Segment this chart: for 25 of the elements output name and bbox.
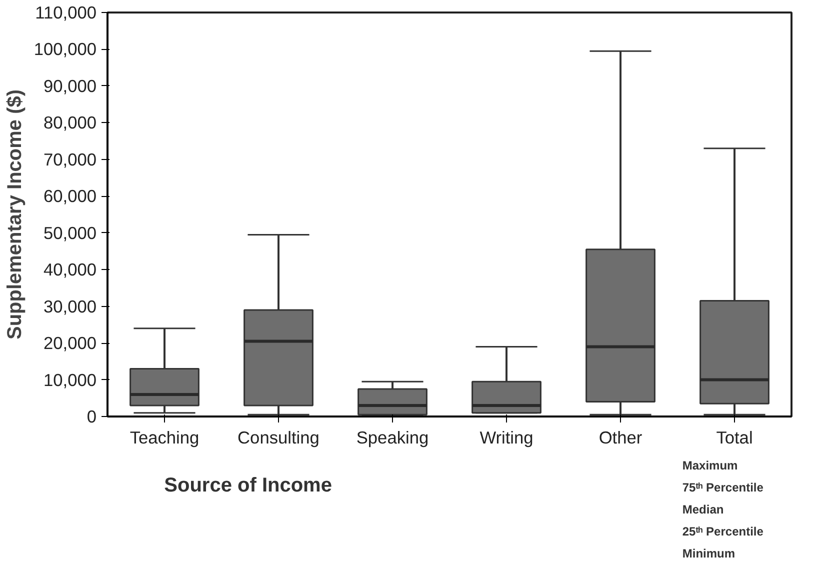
y-tick-label: 30,000 xyxy=(44,296,96,316)
x-axis-title: Source of Income xyxy=(164,474,332,496)
text: Median xyxy=(682,502,724,516)
y-tick-label: 100,000 xyxy=(34,39,97,60)
y-tick-label: 40,000 xyxy=(44,260,96,280)
text: 75ᵗʰ Percentile xyxy=(682,480,764,494)
x-tick-label: Teaching xyxy=(130,428,200,448)
y-tick-label: 60,000 xyxy=(44,186,96,206)
y-tick-label: 50,000 xyxy=(44,222,96,243)
text: Minimum xyxy=(682,546,736,560)
text: 25ᵗʰ Percentile xyxy=(682,524,764,538)
x-tick-label: Consulting xyxy=(238,428,320,448)
y-tick-label: 10,000 xyxy=(44,370,96,390)
x-tick-label: Writing xyxy=(480,428,534,448)
y-tick-label: 110,000 xyxy=(35,2,97,22)
y-tick-label: 20,000 xyxy=(44,333,96,354)
x-tick-label: Total xyxy=(716,428,753,448)
x-tick-label: Other xyxy=(598,428,642,448)
text: Maximum xyxy=(682,458,738,472)
y-tick-label: 0 xyxy=(86,406,97,426)
x-tick-label: Speaking xyxy=(356,428,429,448)
y-tick-label: 80,000 xyxy=(44,112,96,133)
y-tick-label: 90,000 xyxy=(44,76,96,96)
y-tick-label: 70,000 xyxy=(44,149,96,170)
y-axis-title: Supplementary Income ($) xyxy=(4,89,26,340)
